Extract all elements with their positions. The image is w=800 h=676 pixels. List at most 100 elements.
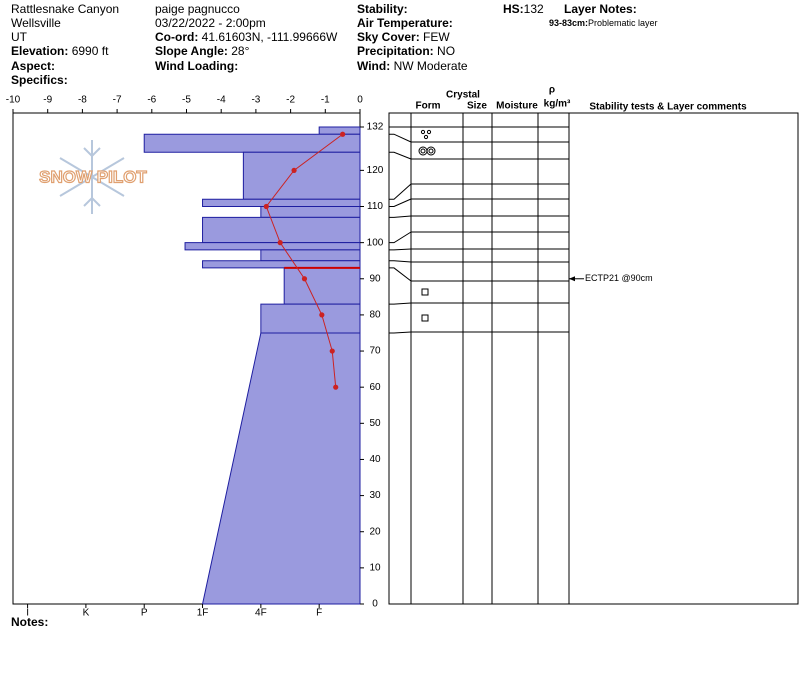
temp-tick-label: -7 <box>113 95 122 106</box>
header-field: HS:132 <box>503 2 544 16</box>
col-header: Stability tests & Layer comments <box>589 102 747 113</box>
col-header: kg/m³ <box>544 99 571 110</box>
grain-symbol <box>420 129 426 135</box>
header-field: Precipitation: NO <box>357 44 455 58</box>
grain-symbol <box>428 148 434 154</box>
grain-symbol <box>418 146 428 156</box>
col-header: Form <box>416 101 441 112</box>
grain-symbol <box>420 148 426 154</box>
field-label: Wind Loading: <box>155 59 238 73</box>
header-text: 03/22/2022 - 2:00pm <box>155 16 266 30</box>
col-header: Crystal <box>446 90 480 101</box>
field-label: Elevation: <box>11 44 68 58</box>
height-tick-label: 80 <box>369 310 381 321</box>
header-field: Slope Angle: 28° <box>155 44 250 58</box>
temperature-point <box>329 348 335 354</box>
temperature-point <box>277 240 283 246</box>
layer-note: 93-83cm:Problematic layer <box>549 18 658 28</box>
header-field: Elevation: 6990 ft <box>11 44 109 58</box>
header-field: Stability: <box>357 2 408 16</box>
temperature-point <box>291 167 297 173</box>
hardness-tick-label: P <box>141 608 148 619</box>
grain-symbol <box>426 129 432 135</box>
grain-symbol <box>426 146 436 156</box>
field-label: Aspect: <box>11 59 55 73</box>
note-text: Problematic layer <box>588 18 658 28</box>
temp-tick-label: -10 <box>6 95 21 106</box>
temp-tick-label: -9 <box>43 95 52 106</box>
temperature-point <box>319 312 325 318</box>
field-label: Co-ord: <box>155 30 198 44</box>
hardness-tick-label: 1F <box>197 608 209 619</box>
notes-label: Notes: <box>11 615 48 629</box>
flake-arm <box>59 157 125 197</box>
header-field: Wind: NW Moderate <box>357 59 468 73</box>
layer-connector <box>389 267 412 282</box>
hardness-layer <box>318 126 361 135</box>
hardness-layer <box>202 260 361 269</box>
hardness-layer <box>242 151 361 200</box>
temperature-point <box>263 203 269 210</box>
temp-tick-label: -4 <box>217 95 226 106</box>
temp-tick-label: -1 <box>321 95 330 106</box>
field-label: Slope Angle: <box>155 44 228 58</box>
field-value: 41.61603N, -111.99666W <box>202 30 338 44</box>
height-tick-label: 50 <box>369 418 381 429</box>
height-tick-label: 10 <box>369 563 381 574</box>
header-field: Specifics: <box>11 73 68 87</box>
layer-connector <box>389 331 412 334</box>
height-tick-label: 70 <box>369 346 381 357</box>
temperature-point <box>333 384 339 390</box>
layer-connector <box>389 151 412 160</box>
test-label: ECTP21 @90cm <box>585 273 653 283</box>
temp-tick-label: -3 <box>251 95 260 106</box>
layer-connector <box>389 248 412 251</box>
height-tick-label: 90 <box>369 273 381 284</box>
hardness-layer <box>202 216 361 244</box>
hardness-layer <box>260 206 361 218</box>
col-header: ρ <box>549 85 555 96</box>
col-header: Moisture <box>496 101 538 112</box>
height-tick-label: 60 <box>369 382 381 393</box>
header-field: Wind Loading: <box>155 59 238 73</box>
grain-symbol <box>421 288 429 296</box>
hardness-layer <box>184 242 361 251</box>
height-tick-label: 30 <box>369 490 381 501</box>
header-text: Wellsville <box>11 16 61 30</box>
field-label: Stability: <box>357 2 408 16</box>
temp-tick-label: -6 <box>147 95 156 106</box>
layer-connector <box>389 302 412 305</box>
field-value: 28° <box>231 44 249 58</box>
field-label: Sky Cover: <box>357 30 420 44</box>
field-value: 132 <box>524 2 544 16</box>
hardness-tick-label: 4F <box>255 608 267 619</box>
table-columns <box>410 113 570 604</box>
height-tick-label: 110 <box>367 201 383 212</box>
field-label: Precipitation: <box>357 44 434 58</box>
logo-text: SNOW PILOT <box>39 167 147 186</box>
height-tick-label: 20 <box>369 526 381 537</box>
field-label: HS: <box>503 2 524 16</box>
hardness-layer <box>201 332 361 605</box>
layer-connector <box>389 260 412 263</box>
field-value: NW Moderate <box>394 59 468 73</box>
header-text: UT <box>11 30 28 44</box>
flake-tip <box>83 196 101 207</box>
layer-connector <box>389 215 412 218</box>
layer-connector <box>389 198 412 207</box>
height-tick-label: 100 <box>367 237 384 248</box>
temperature-line <box>265 133 343 388</box>
hardness-layer <box>143 133 361 153</box>
field-label: Wind: <box>357 59 390 73</box>
header-field: Sky Cover: FEW <box>357 30 450 44</box>
field-label: Specifics: <box>11 73 68 87</box>
header-field: Air Temperature: <box>357 16 453 30</box>
header-field: Co-ord: 41.61603N, -111.99666W <box>155 30 338 44</box>
header-field: Aspect: <box>11 59 55 73</box>
hardness-layer <box>202 198 361 207</box>
hardness-tick-label: I <box>26 608 29 619</box>
table-frame <box>388 112 799 605</box>
temperature-point <box>301 276 308 282</box>
